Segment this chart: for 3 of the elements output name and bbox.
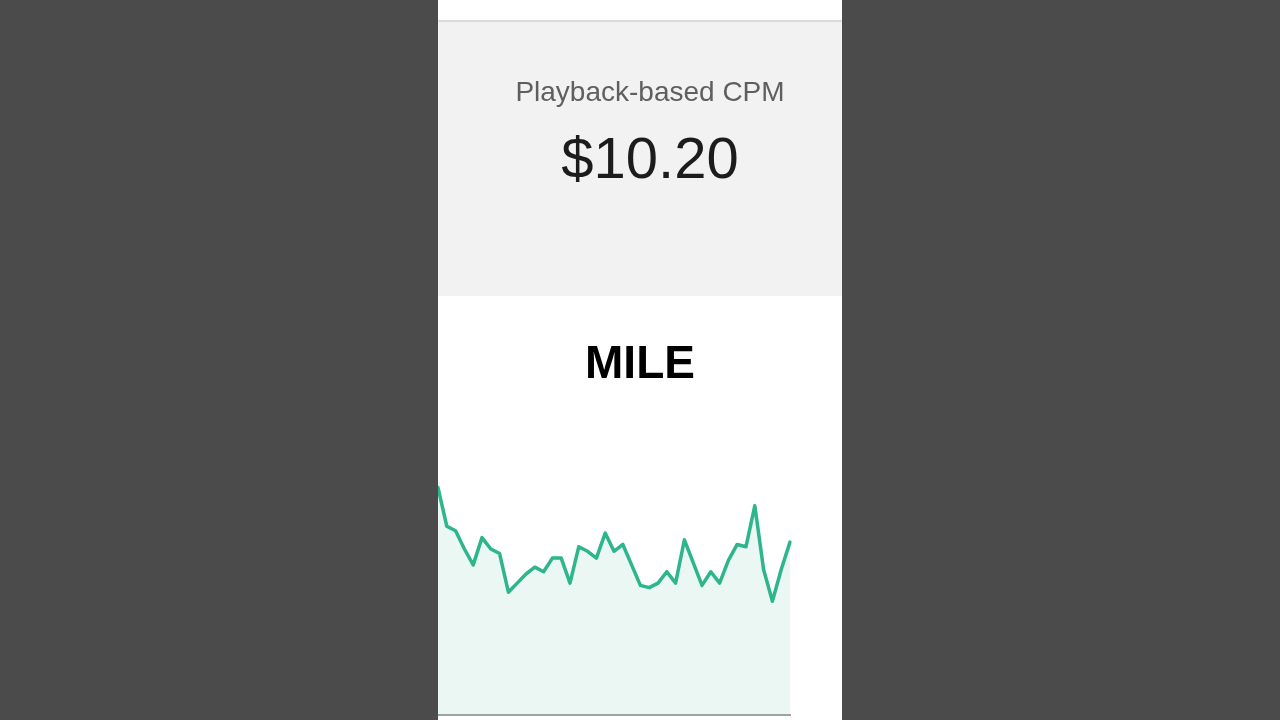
chart-subtitle: $10.20 <box>560 125 740 190</box>
text: MILE <box>584 336 696 388</box>
chart-title: Playback-based CPM <box>514 76 786 107</box>
